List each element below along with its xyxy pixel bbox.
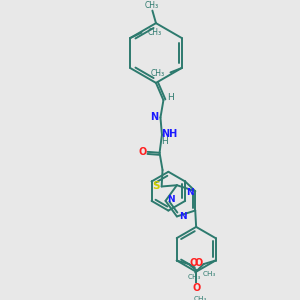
Text: N: N: [167, 195, 175, 204]
Text: CH₃: CH₃: [151, 69, 165, 78]
Text: CH₃: CH₃: [188, 274, 201, 280]
Text: N: N: [179, 212, 187, 221]
Text: NH: NH: [161, 129, 178, 139]
Text: S: S: [152, 181, 160, 190]
Text: O: O: [192, 283, 200, 293]
Text: O: O: [195, 259, 203, 269]
Text: N: N: [150, 112, 158, 122]
Text: N: N: [186, 188, 194, 197]
Text: CH₃: CH₃: [202, 271, 216, 277]
Text: CH₃: CH₃: [144, 1, 159, 10]
Text: CH₃: CH₃: [194, 296, 207, 300]
Text: O: O: [139, 147, 147, 157]
Text: H: H: [167, 93, 174, 102]
Text: O: O: [189, 259, 197, 269]
Text: CH₃: CH₃: [147, 28, 162, 37]
Text: H: H: [162, 137, 168, 146]
